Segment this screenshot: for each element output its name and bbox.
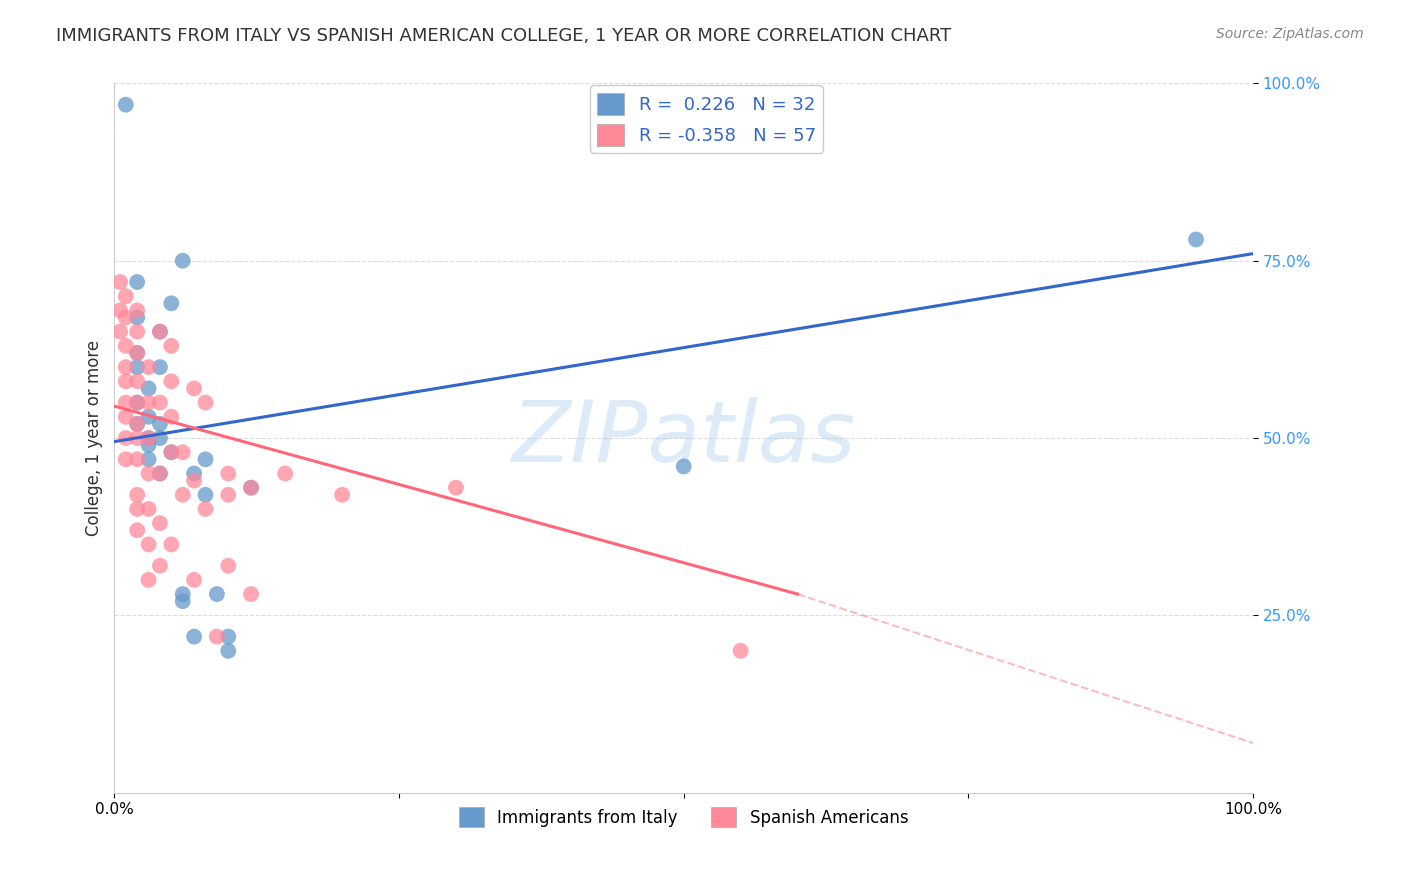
Point [183, 630, 205, 644]
Point [114, 360, 136, 375]
Point [274, 467, 297, 481]
Point [183, 573, 205, 587]
Point [108, 325, 131, 339]
Point [183, 474, 205, 488]
Point [127, 310, 149, 325]
Point [160, 445, 183, 459]
Point [149, 467, 172, 481]
Point [194, 452, 217, 467]
Point [114, 97, 136, 112]
Point [138, 381, 160, 395]
Point [127, 502, 149, 516]
Point [138, 452, 160, 467]
Point [138, 537, 160, 551]
Text: IMMIGRANTS FROM ITALY VS SPANISH AMERICAN COLLEGE, 1 YEAR OR MORE CORRELATION CH: IMMIGRANTS FROM ITALY VS SPANISH AMERICA… [56, 27, 952, 45]
Point [138, 431, 160, 445]
Point [127, 452, 149, 467]
Point [149, 395, 172, 409]
Point [108, 275, 131, 289]
Point [217, 630, 239, 644]
Point [138, 438, 160, 452]
Point [108, 303, 131, 318]
Point [730, 644, 752, 658]
Text: Source: ZipAtlas.com: Source: ZipAtlas.com [1216, 27, 1364, 41]
Legend: Immigrants from Italy, Spanish Americans: Immigrants from Italy, Spanish Americans [453, 800, 915, 834]
Point [160, 445, 183, 459]
Point [444, 481, 467, 495]
Point [149, 516, 172, 530]
Point [149, 360, 172, 375]
Point [217, 488, 239, 502]
Point [127, 431, 149, 445]
Point [114, 289, 136, 303]
Point [127, 275, 149, 289]
Point [240, 481, 263, 495]
Point [172, 594, 194, 608]
Point [240, 587, 263, 601]
Point [127, 417, 149, 431]
Point [114, 395, 136, 409]
Point [127, 523, 149, 537]
Point [183, 381, 205, 395]
Point [149, 467, 172, 481]
Point [114, 409, 136, 424]
Point [127, 395, 149, 409]
Point [172, 445, 194, 459]
Point [114, 374, 136, 388]
Point [127, 303, 149, 318]
Text: ZIPatlas: ZIPatlas [512, 397, 856, 480]
Point [114, 431, 136, 445]
Point [114, 452, 136, 467]
Point [138, 431, 160, 445]
Point [138, 502, 160, 516]
Point [149, 558, 172, 573]
Point [138, 467, 160, 481]
Point [160, 374, 183, 388]
Point [205, 630, 228, 644]
Point [149, 431, 172, 445]
Point [194, 395, 217, 409]
Point [138, 409, 160, 424]
Point [217, 644, 239, 658]
Point [183, 467, 205, 481]
Point [127, 360, 149, 375]
Point [172, 253, 194, 268]
Point [194, 502, 217, 516]
Point [194, 488, 217, 502]
Point [160, 409, 183, 424]
Point [138, 573, 160, 587]
Point [114, 339, 136, 353]
Point [127, 488, 149, 502]
Point [240, 481, 263, 495]
Point [160, 537, 183, 551]
Point [172, 488, 194, 502]
Point [330, 488, 353, 502]
Point [114, 310, 136, 325]
Point [127, 346, 149, 360]
Point [127, 346, 149, 360]
Point [138, 395, 160, 409]
Point [217, 467, 239, 481]
Point [127, 417, 149, 431]
Point [160, 339, 183, 353]
Point [172, 587, 194, 601]
Point [160, 296, 183, 310]
Y-axis label: College, 1 year or more: College, 1 year or more [86, 340, 103, 536]
Point [138, 360, 160, 375]
Point [672, 459, 695, 474]
Point [149, 417, 172, 431]
Point [149, 325, 172, 339]
Point [149, 325, 172, 339]
Point [217, 558, 239, 573]
Point [127, 395, 149, 409]
Point [127, 374, 149, 388]
Point [1185, 232, 1208, 246]
Point [205, 587, 228, 601]
Point [127, 325, 149, 339]
